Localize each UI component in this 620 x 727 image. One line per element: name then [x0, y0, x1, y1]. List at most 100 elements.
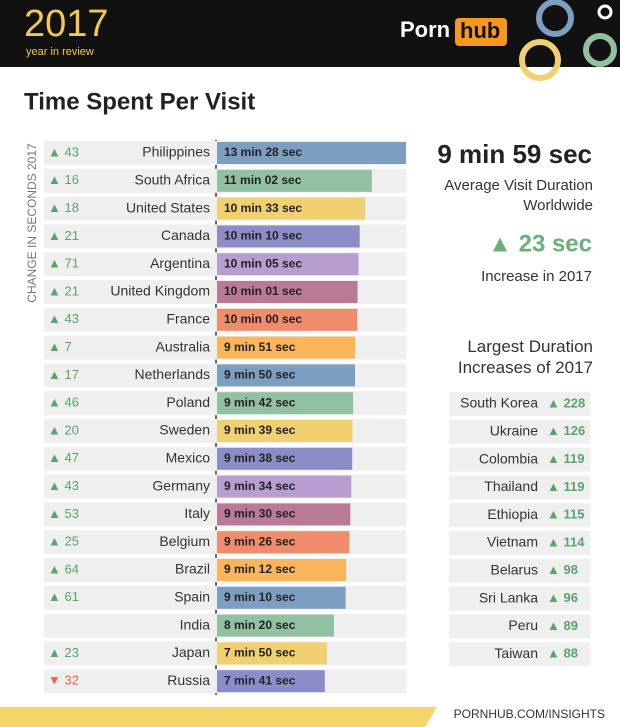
value-label: ▲ 89	[547, 618, 578, 633]
change-label: ▲ 25	[48, 534, 79, 549]
row-band	[449, 475, 590, 500]
category-label: Ethiopia	[487, 506, 538, 522]
year-subtitle: year in review	[26, 46, 94, 58]
bar-label: 9 min 38 sec	[224, 451, 296, 465]
category-label: United States	[126, 199, 210, 215]
bar	[217, 142, 406, 164]
category-label: Taiwan	[494, 645, 538, 661]
category-label: India	[180, 616, 211, 632]
category-label: Peru	[508, 617, 538, 633]
category-label: Canada	[161, 227, 210, 243]
change-label: ▲ 20	[48, 422, 79, 437]
bar	[217, 503, 351, 526]
change-label: ▲ 16	[48, 172, 79, 187]
change-label: ▲ 46	[48, 395, 79, 410]
change-label: ▲ 71	[48, 256, 79, 271]
category-label: Italy	[184, 505, 210, 521]
value-label: ▲ 114	[547, 534, 585, 549]
bar-label: 10 min 33 sec	[224, 201, 302, 215]
bar	[217, 225, 360, 248]
value-label: ▲ 119	[547, 479, 584, 494]
bar-label: 13 min 28 sec	[224, 145, 302, 159]
bar-label: 9 min 50 sec	[224, 368, 296, 382]
change-label: ▲ 23	[48, 645, 79, 660]
change-label: ▲ 61	[48, 589, 79, 604]
change-label: ▲ 43	[48, 311, 79, 326]
category-label: Sweden	[159, 422, 210, 438]
brand-box	[455, 18, 507, 46]
change-label: ▲ 43	[48, 478, 79, 493]
row-band	[449, 503, 590, 528]
row-band	[449, 614, 590, 639]
bar-label: 9 min 34 sec	[224, 479, 296, 493]
row-band	[449, 642, 590, 667]
category-label: Colombia	[479, 450, 538, 466]
bar-label: 10 min 05 sec	[224, 256, 302, 270]
bar	[217, 475, 352, 498]
change-label: ▲ 21	[48, 228, 79, 243]
category-label: Netherlands	[135, 366, 211, 382]
average-value: 9 min 59 sec	[437, 139, 592, 169]
row-band	[449, 531, 590, 555]
average-label: Average Visit Duration Worldwide	[444, 177, 593, 214]
row-band	[449, 419, 590, 444]
category-label: Belarus	[491, 562, 538, 578]
bar-label: 9 min 51 sec	[224, 340, 296, 354]
change-label: ▲ 43	[48, 144, 79, 159]
bar-label: 11 min 02 sec	[224, 173, 302, 187]
bar-label: 9 min 26 sec	[224, 534, 296, 548]
list-title-box: Largest Duration Increases of 2017	[457, 337, 593, 377]
category-label: United Kingdom	[110, 283, 210, 299]
change-label: ▲ 18	[48, 200, 79, 215]
decoration	[519, 0, 617, 81]
category-label: South Africa	[135, 172, 211, 188]
bar-label: 10 min 10 sec	[224, 229, 302, 243]
bar	[217, 614, 334, 637]
bar-label: 9 min 10 sec	[224, 590, 296, 604]
bar	[217, 169, 372, 192]
category-label: Russia	[167, 672, 210, 688]
bar	[217, 364, 356, 387]
bar-label: 9 min 39 sec	[224, 423, 296, 437]
increase-value: ▲ 23 sec	[488, 230, 592, 257]
change-axis-label: CHANGE IN SECONDS 2017	[25, 143, 39, 303]
category-label: Thailand	[484, 478, 538, 494]
bar-label: 9 min 12 sec	[224, 562, 296, 576]
category-label: Vietnam	[487, 534, 538, 550]
category-label: Australia	[156, 338, 211, 354]
row-band	[449, 447, 590, 472]
bar	[217, 586, 346, 609]
increase-label: Increase in 2017	[481, 268, 592, 285]
bar-label: 7 min 41 sec	[224, 673, 296, 687]
value-label: ▲ 126	[547, 423, 585, 438]
bar	[217, 253, 359, 276]
bar-label: 8 min 20 sec	[224, 618, 296, 632]
change-label: ▲ 64	[48, 561, 79, 576]
bar	[217, 197, 366, 220]
bar-label: 7 min 50 sec	[224, 646, 296, 660]
value-label: ▲ 98	[547, 562, 578, 577]
list-title: Largest Duration Increases of 2017	[457, 337, 593, 377]
category-label: South Korea	[460, 395, 538, 411]
footer-tab	[425, 702, 620, 727]
category-label: Argentina	[150, 255, 210, 271]
value-label: ▲ 115	[547, 507, 584, 522]
change-label: ▲ 53	[48, 506, 79, 521]
average-label-box: Average Visit Duration Worldwide	[444, 177, 593, 214]
year: 2017	[24, 3, 109, 45]
footer-link: PORNHUB.COM/INSIGHTS	[454, 707, 605, 721]
bar	[217, 392, 354, 415]
change-label: ▲ 17	[48, 367, 79, 382]
brand-right: hub	[460, 18, 500, 43]
bar-label: 9 min 42 sec	[224, 395, 296, 409]
bar	[217, 531, 350, 554]
category-label: Mexico	[166, 450, 211, 466]
category-label: Brazil	[175, 561, 210, 577]
bar	[217, 642, 327, 665]
bar	[217, 447, 353, 470]
bar-label: 9 min 30 sec	[224, 507, 296, 521]
header-band	[0, 0, 620, 67]
bar-label: 10 min 00 sec	[224, 312, 302, 326]
brand-left: Porn	[400, 17, 450, 42]
